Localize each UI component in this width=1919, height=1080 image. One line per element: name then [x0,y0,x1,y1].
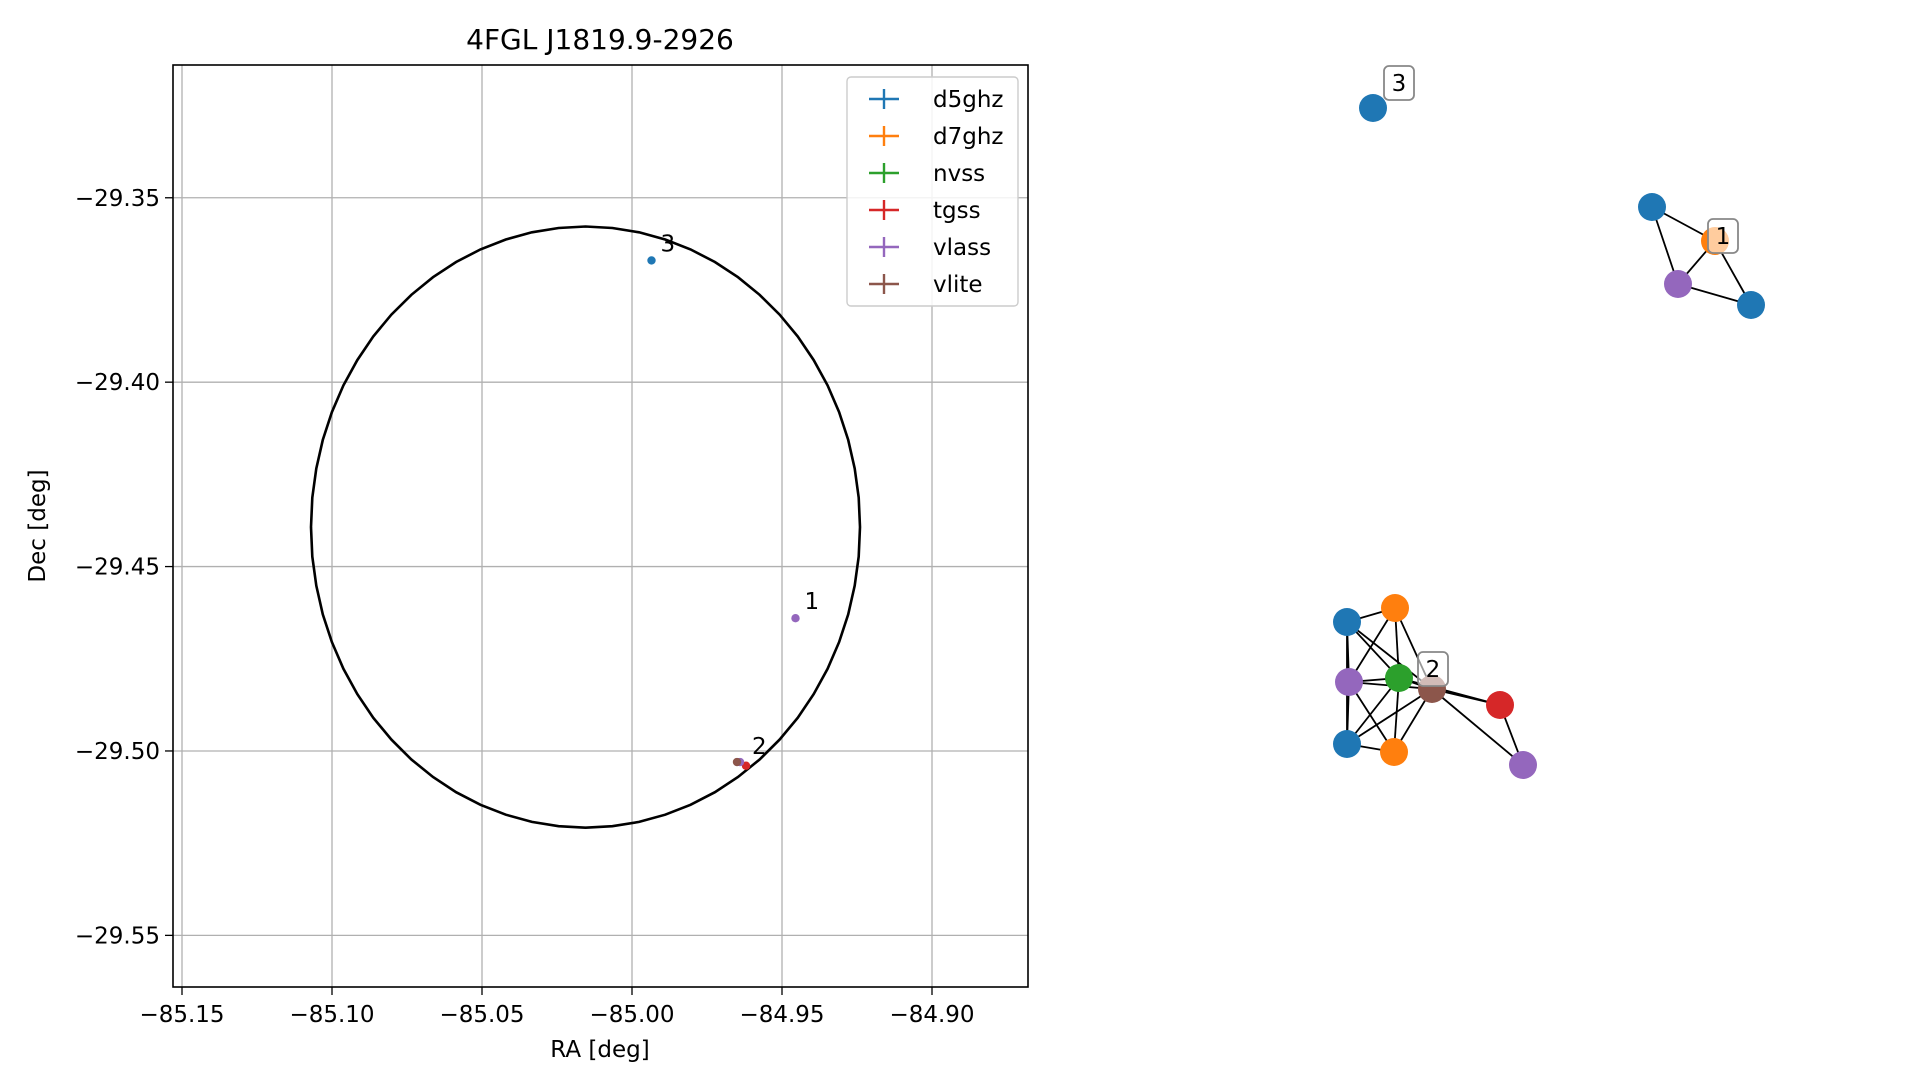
legend-label-vlass: vlass [933,235,991,261]
network-group-3: 3 [1359,65,1415,122]
legend-label-d7ghz: d7ghz [933,124,1003,150]
annotation-label-2: 2 [752,734,767,760]
network-label-2: 2 [1426,657,1441,683]
network-group-1: 1 [1638,193,1765,319]
network-edge [1346,677,1400,745]
network-label-box-1 [1707,218,1739,254]
network-node [1737,291,1765,319]
legend-label-tgss: tgss [933,198,981,224]
network-graph: 1 2 3 [1333,65,1765,779]
legend-box [846,76,1019,307]
y-axis-label: Dec [deg] [25,469,51,582]
x-axis-label: RA [deg] [550,1037,649,1063]
point-tgss [741,761,751,770]
network-node [1333,608,1361,636]
legend-label-vlite: vlite [933,272,983,298]
legend: d5ghz d7ghz nvss tgss vlass vlite [846,76,1019,307]
network-node [1333,730,1361,758]
chart-title: 4FGL J1819.9-2926 [466,23,734,56]
x-tick-label: −84.90 [889,1002,974,1028]
uncertainty-ellipse [309,225,862,830]
network-node [1638,193,1666,221]
x-tick-label: −85.00 [589,1002,674,1028]
x-tick-label: −85.10 [289,1002,374,1028]
legend-label-d5ghz: d5ghz [933,87,1003,113]
network-label-3: 3 [1392,71,1407,97]
network-node [1359,94,1387,122]
network-edge [1348,607,1396,683]
network-node [1335,668,1363,696]
y-tick-label: −29.40 [75,370,160,396]
point-annotations: 1 2 3 [661,231,820,760]
network-node [1385,664,1413,692]
y-tick-label: −29.50 [75,739,160,765]
network-node [1509,751,1537,779]
point-vlite [732,757,742,767]
x-axis-ticks: −85.15 −85.10 −85.05 −85.00 −84.95 −84.90 [139,987,975,1028]
legend-label-nvss: nvss [933,161,985,187]
plot-frame [172,64,1029,988]
network-label-box-3 [1383,65,1415,101]
y-tick-label: −29.55 [75,923,160,949]
x-tick-label: −85.15 [139,1002,224,1028]
network-node [1486,691,1514,719]
network-node [1380,738,1408,766]
network-group-2: 2 [1333,594,1537,779]
network-node [1664,270,1692,298]
x-tick-label: −85.05 [439,1002,524,1028]
network-label-1: 1 [1716,224,1731,250]
network-node [1381,594,1409,622]
data-points [647,256,800,770]
uncertainty-ellipse-layer [309,225,862,830]
network-edge [1431,688,1524,766]
y-tick-label: −29.35 [75,186,160,212]
y-axis-ticks: −29.35 −29.40 −29.45 −29.50 −29.55 [75,186,173,949]
y-tick-label: −29.45 [75,555,160,581]
point-vlass [791,614,800,623]
point-d5ghz [647,256,656,265]
x-tick-label: −84.95 [739,1002,824,1028]
network-edge [1346,688,1433,745]
annotation-label-3: 3 [661,231,676,257]
scatter-plot: 4FGL J1819.9-2926 1 2 3 −85.15 −85.10 −85.05… [25,23,1029,1063]
annotation-label-1: 1 [805,589,820,615]
network-label-box-2 [1417,651,1449,687]
